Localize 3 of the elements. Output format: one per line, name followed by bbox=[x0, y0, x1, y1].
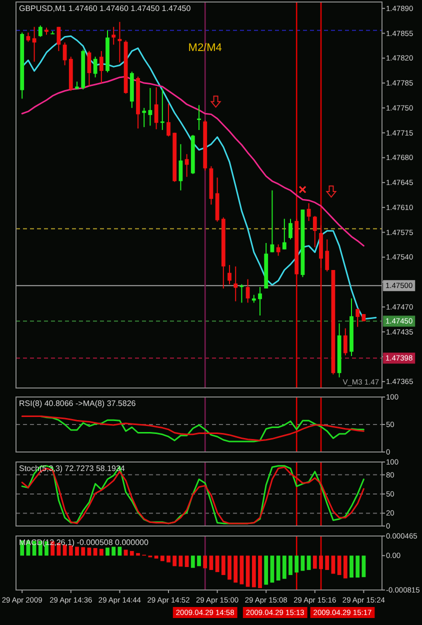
chart-title: RSI(8) 40.8066 ->MA(8) 37.5826 bbox=[19, 399, 136, 408]
chart-title: GBPUSD,M1 1.47460 1.47460 1.47450 1.47450 bbox=[19, 4, 192, 13]
annotation: M2/M4 bbox=[188, 42, 222, 54]
